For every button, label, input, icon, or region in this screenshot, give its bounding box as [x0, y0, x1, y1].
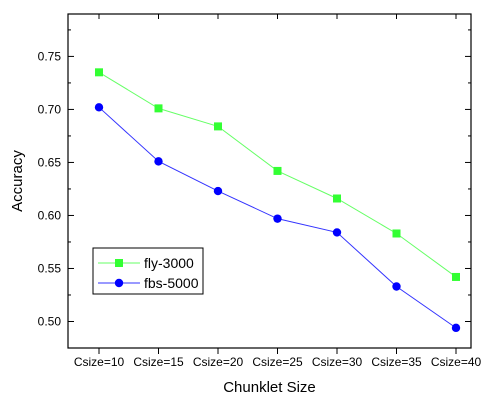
fly-3000-point: [333, 194, 341, 203]
x-tick-label: Csize=30: [312, 355, 363, 369]
y-tick-label: 0.65: [38, 155, 62, 169]
legend-fly-3000-label: fly-3000: [144, 255, 194, 271]
y-tick-label: 0.75: [38, 49, 62, 63]
fbs-5000-point: [451, 323, 461, 333]
x-tick-label: Csize=35: [371, 355, 422, 369]
x-tick-label: Csize=40: [431, 355, 482, 369]
fly-3000-point: [214, 122, 222, 131]
fly-3000-point: [273, 166, 282, 175]
y-tick-label: 0.55: [38, 261, 62, 275]
legend-fbs-5000-marker: [114, 278, 124, 288]
x-tick-label: Csize=15: [133, 355, 184, 369]
legend: fly-3000 fbs-5000: [92, 247, 204, 295]
series-layer: [94, 68, 461, 333]
plot-frame: [67, 13, 472, 349]
fbs-5000-point: [213, 186, 223, 196]
fly-3000-point: [392, 229, 401, 238]
legend-box: [92, 247, 204, 295]
x-axis-ticks: Csize=10 Csize=15 Csize=20 Csize=25 Csize=30…: [74, 14, 482, 369]
fly-3000-point: [452, 272, 460, 281]
fbs-5000-point: [94, 103, 104, 112]
fbs-5000-point: [273, 214, 282, 223]
fly-3000-point: [154, 104, 163, 113]
y-tick-label: 0.60: [38, 208, 62, 222]
x-tick-label: Csize=20: [193, 355, 244, 369]
fbs-5000-point: [154, 157, 163, 166]
y-tick-label: 0.50: [38, 314, 62, 328]
x-axis-title: Chunklet Size: [223, 379, 316, 396]
x-tick-label: Csize=10: [74, 355, 125, 369]
x-tick-label: Csize=25: [252, 355, 303, 369]
legend-fly-3000-marker: [115, 259, 123, 267]
y-axis-title: Accuracy: [9, 150, 26, 212]
y-axis-ticks: 0.50 0.55 0.60 0.65 0.70 0.75: [38, 29, 471, 328]
fly-3000-point: [95, 68, 103, 77]
fbs-5000-point: [332, 228, 342, 237]
legend-fbs-5000-label: fbs-5000: [144, 275, 199, 291]
y-tick-label: 0.70: [38, 102, 62, 116]
fbs-5000-point: [392, 282, 401, 291]
